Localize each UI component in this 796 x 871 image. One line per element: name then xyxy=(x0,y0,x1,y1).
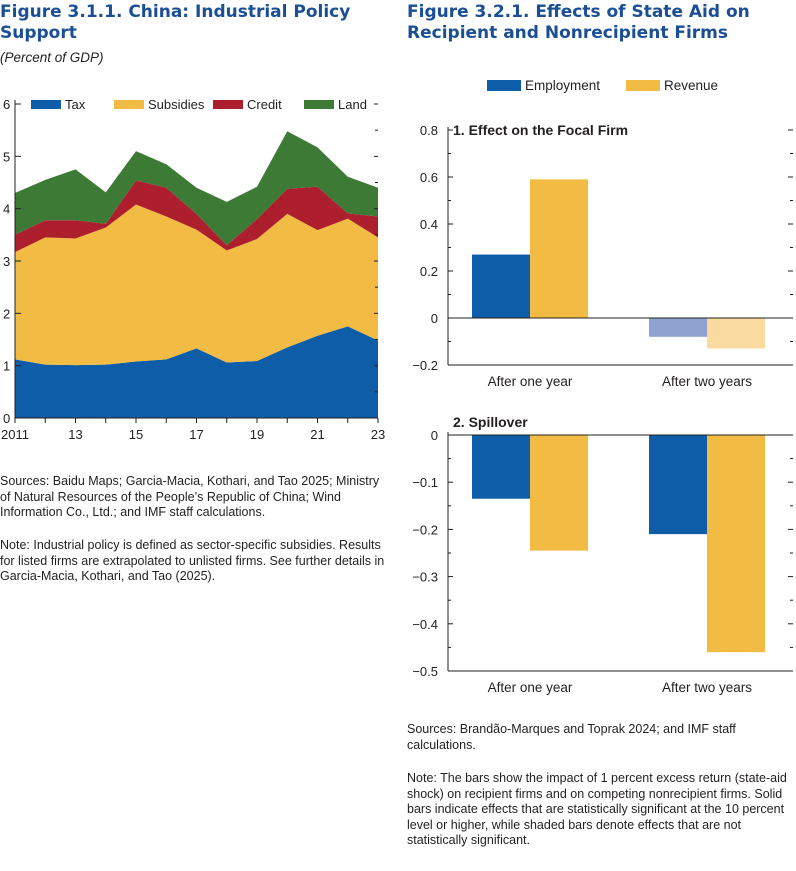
panel2-title: 2. Spillover xyxy=(453,414,528,430)
legend-swatch-land xyxy=(304,100,334,109)
area-series-tax xyxy=(15,326,378,418)
panel2-bar-revenue-year1 xyxy=(530,435,588,551)
fig2-sources: Sources: Brandão-Marques and Toprak 2024… xyxy=(407,722,736,752)
x-tick-label: 23 xyxy=(371,427,385,442)
panel2-y-tick-label: −0.2 xyxy=(412,522,438,537)
legend-label-revenue: Revenue xyxy=(664,78,718,93)
panel2-bar-employment-year2 xyxy=(649,435,707,535)
fig1-title: Figure 3.1.1. China: Industrial Policy S… xyxy=(0,2,390,44)
legend-label-credit: Credit xyxy=(247,97,282,112)
panel1-x-tick-label: After one year xyxy=(488,374,573,389)
x-tick-label: 21 xyxy=(310,427,324,442)
legend-label-subsidies: Subsidies xyxy=(148,97,205,112)
panel1-y-tick-label: 0.4 xyxy=(420,217,438,232)
legend-label-employment: Employment xyxy=(525,78,600,93)
legend-swatch-credit xyxy=(213,100,243,109)
x-tick-label: 13 xyxy=(68,427,82,442)
panel2-x-tick-label: After two years xyxy=(662,680,752,695)
panel2-y-tick-label: −0.1 xyxy=(412,475,438,490)
panel1-title: 1. Effect on the Focal Firm xyxy=(453,122,628,138)
fig1-title-line1: Figure 3.1.1. China: Industrial Policy xyxy=(0,2,351,22)
legend-label-land: Land xyxy=(338,97,367,112)
panel1-bar-revenue-year1 xyxy=(530,179,588,318)
x-tick-label: 15 xyxy=(129,427,143,442)
fig2-title: Figure 3.2.1. Effects of State Aid on Re… xyxy=(407,2,796,44)
panel2-y-tick-label: −0.4 xyxy=(412,617,438,632)
panel1-y-tick-label: 0.8 xyxy=(420,123,438,138)
x-tick-label: 2011 xyxy=(1,427,29,442)
panel1-y-tick-label: 0.6 xyxy=(420,170,438,185)
y-tick-label: 6 xyxy=(3,97,10,112)
y-tick-label: 2 xyxy=(3,306,10,321)
legend-swatch-revenue xyxy=(626,80,660,91)
panel1-x-tick-label: After two years xyxy=(662,374,752,389)
legend-label-tax: Tax xyxy=(65,97,86,112)
panel1-y-tick-label: 0.2 xyxy=(420,264,438,279)
fig2-title-line1: Figure 3.2.1. Effects of State Aid on xyxy=(407,2,750,22)
panel1-y-tick-label: −0.2 xyxy=(412,358,438,373)
panel2-y-tick-label: −0.5 xyxy=(412,664,438,679)
panel2-y-tick-label: −0.3 xyxy=(412,570,438,585)
panel1-bar-employment-year2 xyxy=(649,318,707,337)
area-series-land xyxy=(15,131,378,246)
fig1-note: Note: Industrial policy is defined as se… xyxy=(0,538,385,583)
x-tick-label: 19 xyxy=(250,427,264,442)
fig2-note: Note: The bars show the impact of 1 perc… xyxy=(407,771,787,847)
legend-swatch-tax xyxy=(31,100,61,109)
panel1-bar-revenue-year2 xyxy=(707,318,765,349)
fig2-title-line2: Recipient and Nonrecipient Firms xyxy=(407,23,729,43)
panel1-y-tick-label: 0 xyxy=(431,311,438,326)
bar-charts: Employment Revenue 1. Effect on the Focal … xyxy=(412,78,793,695)
panel1-bar-employment-year1 xyxy=(472,254,530,318)
legend-swatch-subsidies xyxy=(114,100,144,109)
x-tick-label: 17 xyxy=(189,427,203,442)
legend-swatch-employment xyxy=(487,80,521,91)
panel2-y-tick-label: 0 xyxy=(431,428,438,443)
panel2-bar-employment-year1 xyxy=(472,435,530,499)
fig1-title-line2: Support xyxy=(0,23,77,43)
area-series-credit xyxy=(15,180,378,253)
fig1-sources: Sources: Baidu Maps; Garcia-Macia, Kotha… xyxy=(0,474,380,519)
panel2-bar-revenue-year2 xyxy=(707,435,765,653)
y-tick-label: 5 xyxy=(3,149,10,164)
panel2-x-tick-label: After one year xyxy=(488,680,573,695)
fig1-subtitle: (Percent of GDP) xyxy=(0,50,104,65)
y-tick-label: 1 xyxy=(3,359,10,374)
y-tick-label: 0 xyxy=(3,411,10,426)
y-tick-label: 3 xyxy=(3,254,10,269)
y-tick-label: 4 xyxy=(3,202,10,217)
area-series-subsidies xyxy=(15,204,378,366)
